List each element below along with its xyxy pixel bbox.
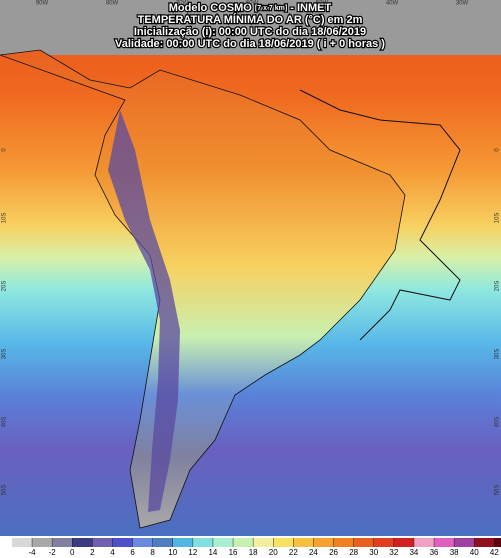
latitude-label: 20S bbox=[495, 281, 501, 292]
colorbar-swatch bbox=[112, 538, 133, 547]
colorbar-swatch bbox=[333, 538, 354, 547]
colorbar-swatch bbox=[353, 538, 374, 547]
valid-time: Validade: 00:00 UTC do dia 18/06/2019 ( … bbox=[115, 38, 385, 50]
colorbar-swatch bbox=[212, 538, 234, 547]
latitude-label: 0 bbox=[2, 148, 8, 152]
latitude-label: 40S bbox=[495, 417, 501, 428]
colorbar-swatch bbox=[152, 538, 173, 547]
colorbar-label: 18 bbox=[249, 548, 258, 557]
latitude-label: 50S bbox=[495, 485, 501, 496]
latitude-label: 10S bbox=[495, 213, 501, 224]
colorbar-swatch bbox=[454, 538, 475, 547]
colorbar-label: 28 bbox=[349, 548, 358, 557]
colorbar-swatch bbox=[172, 538, 193, 547]
colorbar-label: 20 bbox=[269, 548, 278, 557]
latitude-label: 30S bbox=[2, 349, 8, 360]
longitude-label: 70W bbox=[176, 1, 189, 7]
colorbar-swatch bbox=[32, 538, 53, 547]
latitude-label: 0 bbox=[495, 148, 501, 152]
colorbar-swatch bbox=[494, 538, 501, 547]
colorbar-label: 42 bbox=[490, 548, 499, 557]
resolution: [7 x 7 km] bbox=[255, 5, 287, 12]
colorbar-swatch bbox=[92, 538, 113, 547]
latitude-label: 20S bbox=[2, 281, 8, 292]
longitude-label: 90W bbox=[36, 1, 49, 7]
colorbar-label: -2 bbox=[49, 548, 57, 557]
title-line: Modelo COSMO [7 x 7 km] - INMET bbox=[169, 2, 332, 14]
colorbar-label: 36 bbox=[430, 548, 439, 557]
colorbar-swatch bbox=[52, 538, 73, 547]
model-name: Modelo COSMO bbox=[169, 2, 253, 14]
north-region bbox=[0, 0, 501, 55]
longitude-label: 40W bbox=[386, 1, 399, 7]
colorbar-swatch bbox=[413, 538, 435, 547]
colorbar-swatch bbox=[293, 538, 314, 547]
colorbar-swatch bbox=[192, 538, 213, 547]
colorbar-swatch bbox=[313, 538, 334, 547]
colorbar-label: 24 bbox=[309, 548, 318, 557]
domain-boundary bbox=[299, 89, 461, 341]
colorbar-label: 8 bbox=[150, 548, 155, 557]
colorbar-label: 0 bbox=[70, 548, 75, 557]
longitude-label: 80W bbox=[106, 1, 119, 7]
longitude-label: 50W bbox=[316, 1, 329, 7]
colorbar-swatch bbox=[373, 538, 394, 547]
colorbar-swatch bbox=[233, 538, 254, 547]
longitude-label: 60W bbox=[246, 1, 259, 7]
colorbar-swatch bbox=[434, 538, 455, 547]
colorbar-label: 32 bbox=[389, 548, 398, 557]
colorbar-label: 2 bbox=[90, 548, 95, 557]
colorbar-label: 22 bbox=[289, 548, 298, 557]
colorbar-label: 38 bbox=[450, 548, 459, 557]
colorbar-swatch bbox=[72, 538, 93, 547]
colorbar-label: 40 bbox=[470, 548, 479, 557]
colorbar-label: 16 bbox=[229, 548, 238, 557]
colorbar-label: 6 bbox=[130, 548, 135, 557]
colorbar-swatch bbox=[393, 538, 414, 547]
latitude-label: 50S bbox=[2, 485, 8, 496]
andes bbox=[108, 110, 180, 512]
source: - INMET bbox=[290, 2, 331, 14]
colorbar-swatch bbox=[132, 538, 153, 547]
colorbar-label: 26 bbox=[329, 548, 338, 557]
colorbar-label: 12 bbox=[188, 548, 197, 557]
colorbar-swatch bbox=[253, 538, 274, 547]
init-time: Inicialização (i): 00:00 UTC do dia 18/0… bbox=[134, 26, 366, 38]
colorbar-label: 34 bbox=[409, 548, 418, 557]
latitude-label: 10S bbox=[2, 213, 8, 224]
colorbar-swatch bbox=[273, 538, 294, 547]
colorbar-label: 30 bbox=[369, 548, 378, 557]
colorbar-label: -4 bbox=[28, 548, 36, 557]
latitude-label: 30S bbox=[495, 349, 501, 360]
longitude-label: 30W bbox=[456, 1, 469, 7]
colorbar-label: 10 bbox=[168, 548, 177, 557]
title: TEMPERATURA MÍNIMA DO AR (°C) em 2m bbox=[138, 13, 363, 26]
colorbar-label: 4 bbox=[110, 548, 115, 557]
colorbar-swatch bbox=[11, 538, 33, 547]
colorbar-label: 14 bbox=[208, 548, 217, 557]
colorbar-swatch bbox=[474, 538, 495, 547]
latitude-label: 40S bbox=[2, 417, 8, 428]
